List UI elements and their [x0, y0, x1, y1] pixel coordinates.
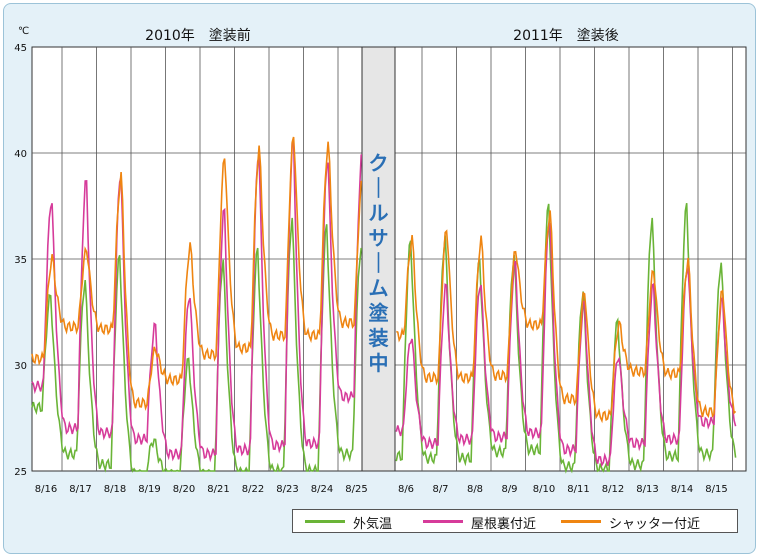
series-line-shutter-before	[31, 136, 362, 411]
x-tick-label: 8/12	[602, 484, 624, 495]
legend-label-attic: 屋根裏付近	[471, 517, 537, 532]
x-tick-label: 8/13	[636, 484, 658, 495]
x-tick-label: 8/10	[533, 484, 555, 495]
x-tick-label: 8/23	[276, 484, 298, 495]
x-tick-label: 8/20	[173, 484, 195, 495]
x-tick-label: 8/9	[501, 484, 517, 495]
series-line-shutter-after	[395, 210, 737, 424]
y-tick-label: 35	[14, 255, 27, 266]
series-line-attic-before	[31, 140, 362, 463]
legend-label-outdoor: 外気温	[353, 517, 393, 532]
x-tick-label: 8/16	[35, 484, 57, 495]
x-tick-label: 8/21	[207, 484, 229, 495]
series-line-attic-after	[395, 222, 737, 468]
x-tick-label: 8/24	[311, 484, 333, 495]
series-line-outdoor-before	[31, 217, 362, 473]
legend-swatch-shutter	[561, 520, 601, 523]
painting-period-band	[361, 46, 396, 472]
unit-label: ℃	[18, 26, 29, 37]
y-tick-label: 30	[14, 361, 27, 372]
chart-title-before: 2010年 塗装前	[145, 27, 251, 44]
x-tick-label: 8/18	[104, 484, 126, 495]
legend: 外気温 屋根裏付近 シャッター付近	[292, 509, 738, 533]
painting-period-label: ク｜ルサ｜ム塗装中	[368, 151, 390, 375]
legend-swatch-attic	[423, 520, 463, 523]
x-tick-label: 8/11	[567, 484, 589, 495]
x-tick-label: 8/6	[398, 484, 414, 495]
x-tick-label: 8/8	[467, 484, 483, 495]
x-tick-label: 8/7	[432, 484, 448, 495]
y-tick-label: 40	[14, 149, 27, 160]
x-tick-label: 8/14	[671, 484, 693, 495]
y-tick-label: 45	[14, 43, 27, 54]
x-tick-label: 8/22	[242, 484, 264, 495]
x-tick-label: 8/19	[138, 484, 160, 495]
y-tick-label: 25	[14, 467, 27, 478]
legend-swatch-outdoor	[305, 520, 345, 523]
chart-title-after: 2011年 塗装後	[513, 27, 619, 44]
x-tick-label: 8/25	[345, 484, 367, 495]
legend-label-shutter: シャッター付近	[609, 517, 701, 532]
x-tick-label: 8/15	[705, 484, 727, 495]
x-tick-label: 8/17	[69, 484, 91, 495]
